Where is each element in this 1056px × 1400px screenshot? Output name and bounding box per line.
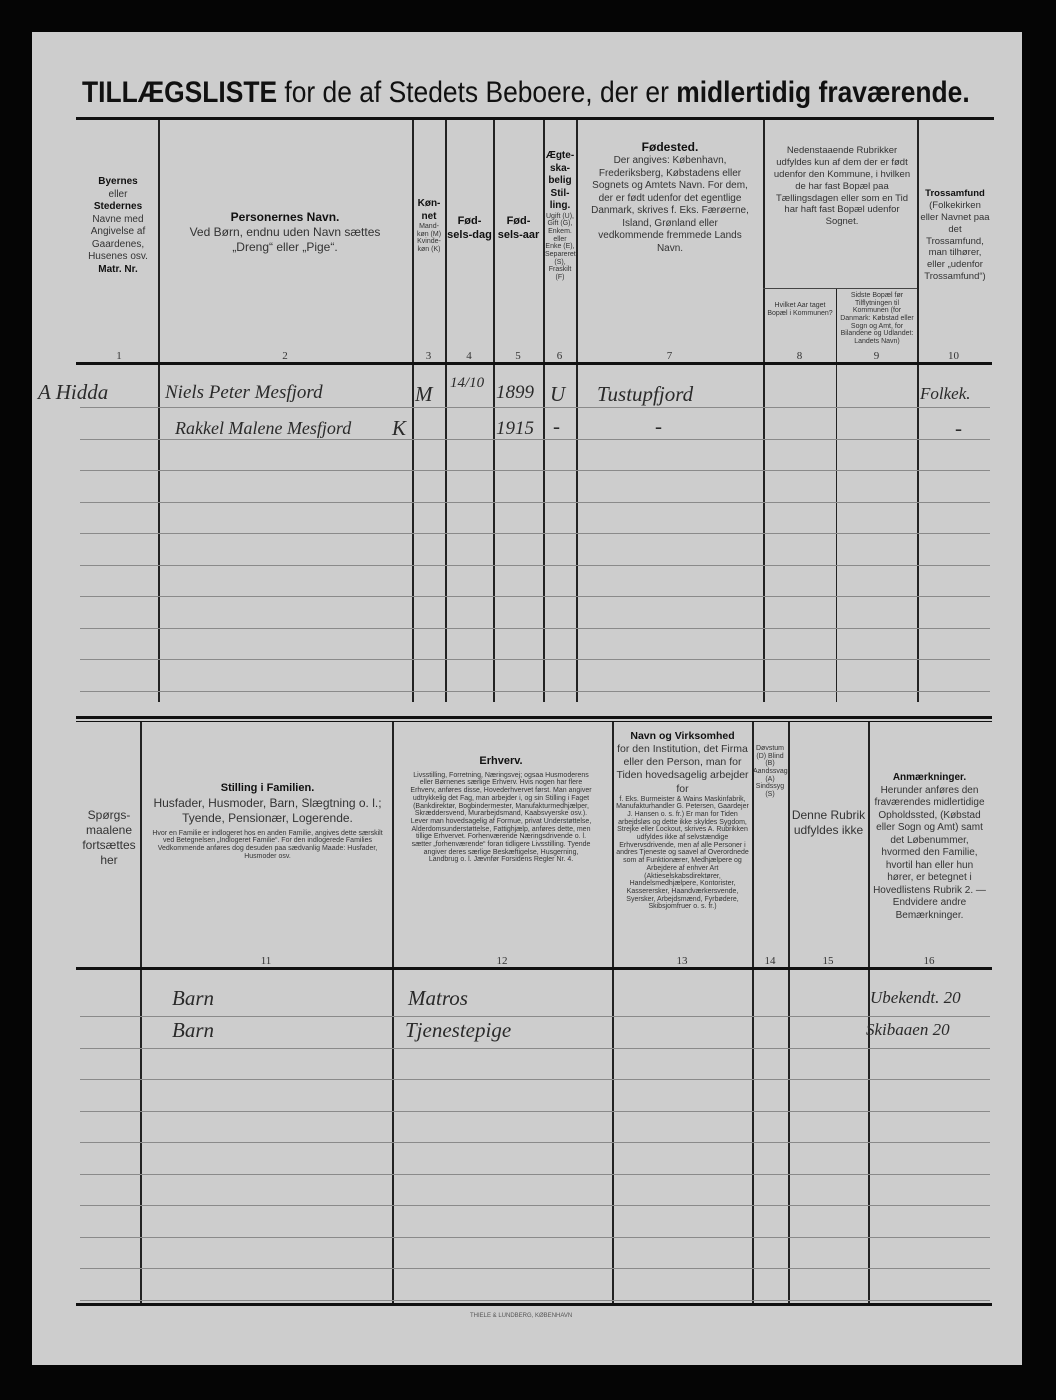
column-divider [158, 120, 160, 702]
header-col-9: Sidste Bopæl før Tilflytningen til Kommu… [840, 292, 914, 346]
column-number: 5 [515, 350, 521, 362]
entry-name: Rakkel Malene Mesfjord [175, 418, 352, 438]
entry-religion: Folkek. [920, 384, 971, 403]
row-line [80, 1110, 990, 1112]
column-divider [140, 722, 142, 1304]
header-rule [76, 967, 992, 970]
column-divider [868, 722, 870, 1304]
entry-sex: K [392, 416, 407, 440]
entry-place: A Hidda [38, 380, 109, 404]
column-number: 16 [923, 955, 935, 967]
entry-sex: M [415, 382, 433, 406]
row-line [80, 1016, 990, 1017]
row-line [80, 627, 990, 629]
row-line [80, 596, 990, 597]
column-number: 6 [556, 350, 563, 362]
header-rule [76, 362, 992, 365]
row-line [80, 1268, 990, 1269]
header-col-7: Fødested. Der angives: København, Frederi… [591, 140, 749, 254]
column-number: 8 [796, 350, 803, 362]
header-col-8-9: Nedenstaaende Rubrikker udfyldes kun af … [773, 145, 911, 228]
entry-marital: U [550, 382, 566, 406]
header-col-8: Hvilket Aar taget Bopæl i Kommunen? [767, 302, 833, 317]
row-line [80, 690, 990, 692]
entry-year: 1899 [496, 382, 534, 403]
column-divider [752, 722, 754, 1304]
column-number: 4 [466, 350, 472, 362]
row-line [80, 1142, 990, 1143]
section-rule [76, 721, 992, 722]
column-number: 2 [282, 350, 288, 362]
header-col-15: Denne Rubrik udfyldes ikke [791, 808, 866, 837]
column-number: 12 [496, 955, 508, 967]
entry-marital: - [553, 414, 560, 438]
column-number: 13 [676, 955, 688, 967]
subheader-rule [763, 288, 917, 289]
column-divider [763, 120, 765, 702]
bottom-rule [76, 1303, 992, 1306]
header-col-3: Køn-net Mand-køn (M) Kvinde-køn (K) [416, 198, 442, 254]
page-title: TILLÆGSLISTE for de af Stedets Beboere, … [82, 76, 970, 109]
section-rule [76, 716, 992, 719]
header-col-14: Døvstum (D) Blind (B) Aandssvag (A) Sind… [753, 745, 788, 799]
header-col-11: Stilling i Familien. Husfader, Husmoder, … [152, 782, 383, 860]
entry-birthplace: - [655, 414, 662, 438]
column-divider [836, 288, 837, 702]
header-col-6: Ægte-ska-belig Stil-ling. Ugift (U), Gift… [545, 150, 576, 281]
entry-birthplace: Tustupfjord [597, 382, 694, 406]
row-line [80, 564, 990, 566]
header-col-13: Navn og Virksomhed for den Institution, d… [616, 730, 749, 911]
header-col-1: Byernes eller Stedernes Navne med Angivelse… [88, 176, 148, 275]
entry-year: 1915 [496, 418, 534, 439]
row-line [80, 1205, 990, 1206]
column-number: 14 [764, 955, 776, 967]
column-number: 7 [666, 350, 673, 362]
row-line [80, 407, 990, 408]
column-number: 10 [948, 350, 959, 362]
row-line [80, 533, 990, 534]
header-col-2: Personernes Navn. Ved Børn, endnu uden Na… [189, 210, 381, 254]
row-line [80, 1079, 990, 1080]
entry-name: Niels Peter Mesfjord [165, 382, 323, 403]
header-col-12: Erhverv. Livsstilling, Forretning, Næring… [410, 755, 592, 864]
column-divider [576, 120, 578, 702]
column-divider [392, 722, 394, 1304]
column-number: 15 [822, 955, 834, 967]
column-divider [612, 722, 614, 1304]
row-line [80, 1047, 990, 1049]
header-col-16: Anmærkninger. Herunder anføres den fravær… [873, 772, 986, 921]
row-line [80, 1173, 990, 1175]
header-continue: Spørgs-maalene fortsættes her [82, 808, 136, 867]
column-divider [493, 120, 495, 702]
column-divider [917, 120, 919, 702]
header-col-4: Fød-sels-dag [447, 215, 492, 241]
row-line [80, 470, 990, 471]
entry-remarks: Ubekendt. 20 [870, 988, 961, 1007]
column-number: 1 [116, 350, 122, 362]
column-number: 11 [260, 955, 272, 967]
entry-religion: - [955, 416, 962, 440]
column-divider [445, 120, 447, 702]
row-line [80, 438, 990, 440]
column-divider [412, 120, 414, 702]
row-line [80, 1299, 990, 1301]
entry-occupation: Tjenestepige [405, 1018, 512, 1042]
column-divider [543, 120, 545, 702]
entry-family-position: Barn [172, 1018, 214, 1042]
row-line [80, 659, 990, 660]
column-number: 9 [873, 350, 880, 362]
entry-remarks: Skibaaen 20 [866, 1020, 950, 1039]
title-rule [76, 117, 994, 120]
entry-family-position: Barn [172, 986, 214, 1010]
entry-birthday: 14/10 [450, 375, 485, 391]
entry-occupation: Matros [408, 986, 468, 1010]
row-line [80, 501, 990, 503]
column-number: 3 [425, 350, 432, 362]
header-col-10: Trossamfund (Folkekirken eller Navnet paa… [920, 188, 990, 283]
column-divider [788, 722, 790, 1304]
row-line [80, 1236, 990, 1238]
printer-mark: THIELE & LUNDBERG, KØBENHAVN [470, 1313, 573, 1319]
header-col-5: Fød-sels-aar [497, 215, 540, 241]
